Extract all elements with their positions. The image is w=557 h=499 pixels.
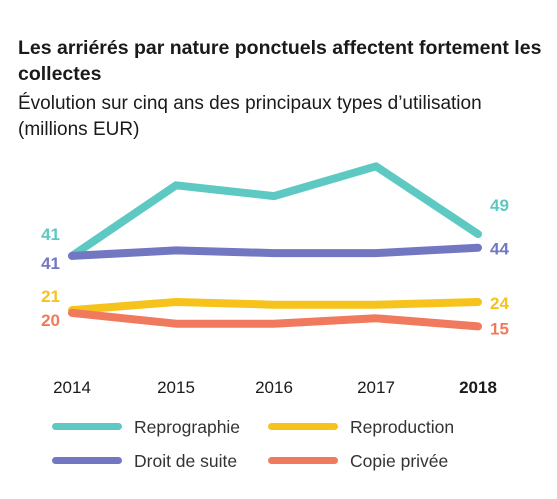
legend-swatch	[52, 457, 122, 464]
start-label-reprographie: 41	[41, 225, 60, 244]
series-line-copie-privee	[68, 308, 482, 331]
series-line-reprographie	[68, 162, 482, 260]
value-labels: 41 49 41 44 21 24 20 15	[41, 196, 509, 338]
x-tick-label-2015: 2015	[157, 378, 195, 397]
legend-swatch	[268, 457, 338, 464]
series-line-reproduction	[68, 298, 482, 315]
legend-label: Reprographie	[134, 417, 241, 437]
chart-title: Les arriérés par nature ponctuels affect…	[18, 37, 542, 85]
start-label-copie-privee: 20	[41, 311, 60, 330]
end-label-reprographie: 49	[490, 196, 509, 215]
start-label-reproduction: 21	[41, 287, 60, 306]
x-tick-label-2014: 2014	[53, 378, 91, 397]
x-axis: 2014 2015 2016 2017 2018	[53, 378, 497, 397]
legend-label: Droit de suite	[134, 451, 238, 471]
x-tick-label-2018: 2018	[459, 378, 497, 397]
legend-swatch	[52, 423, 122, 430]
x-tick-label-2016: 2016	[255, 378, 293, 397]
legend-label: Copie privée	[350, 451, 449, 471]
end-label-droit-de-suite: 44	[490, 240, 509, 259]
end-label-reproduction: 24	[490, 294, 509, 313]
chart-subtitle: Évolution sur cinq ans des principaux ty…	[18, 93, 482, 140]
x-tick-label-2017: 2017	[357, 378, 395, 397]
legend-label: Reproduction	[350, 417, 455, 437]
legend-swatch	[268, 423, 338, 430]
end-label-copie-privee: 15	[490, 319, 509, 338]
series-layer	[68, 162, 482, 331]
series-line-droit-de-suite	[68, 243, 482, 260]
start-label-droit-de-suite: 41	[41, 254, 60, 273]
